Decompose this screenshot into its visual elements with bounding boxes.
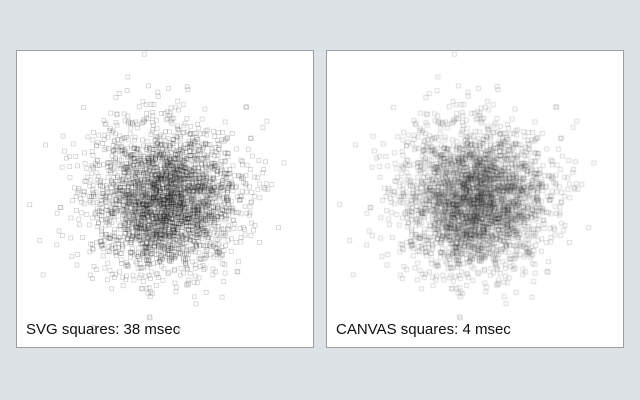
svg-timing-caption: SVG squares: 38 msec <box>26 321 181 338</box>
canvas-scatter-plot <box>327 51 623 347</box>
canvas-timing-caption: CANVAS squares: 4 msec <box>336 321 511 338</box>
svg-render-panel: SVG squares: 38 msec <box>16 50 314 348</box>
svg-scatter-plot <box>27 51 287 331</box>
canvas-render-panel: CANVAS squares: 4 msec <box>326 50 624 348</box>
